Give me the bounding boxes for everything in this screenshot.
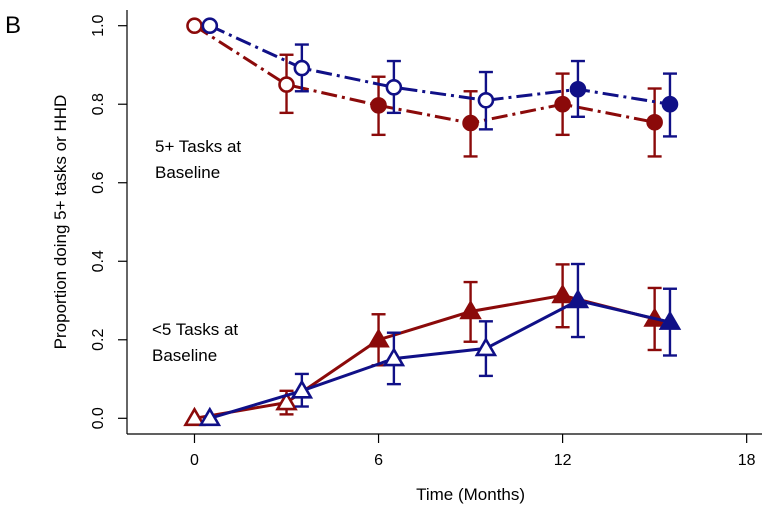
data-point — [459, 299, 482, 320]
data-point — [385, 79, 403, 96]
y-tick-label: 1.0 — [90, 14, 107, 36]
data-point — [278, 76, 295, 93]
data-point — [566, 288, 590, 309]
x-tick-label: 18 — [738, 452, 756, 469]
series-line — [193, 24, 655, 125]
data-point — [293, 59, 311, 77]
annotation-under5-line1: <5 Tasks at — [152, 320, 238, 339]
y-tick-label: 0.0 — [90, 407, 107, 429]
data-point — [569, 81, 587, 98]
data-point — [646, 113, 663, 131]
annotation-under5-tasks: <5 Tasks at Baseline — [152, 320, 238, 365]
data-point — [462, 114, 479, 132]
annotation-5plus-line1: 5+ Tasks at — [155, 137, 241, 156]
data-point — [551, 283, 574, 304]
axes: 0 6 12 18 0.0 0.2 0.4 0.6 0.8 1.0 — [90, 10, 762, 469]
annotation-under5-line2: Baseline — [152, 346, 217, 365]
series-line — [209, 298, 671, 420]
data-point — [477, 91, 495, 109]
data-point — [554, 95, 571, 113]
x-axis-title: Time (Months) — [416, 485, 525, 504]
data-point — [661, 95, 679, 113]
data-point — [382, 347, 406, 367]
x-tick-label: 12 — [554, 452, 572, 469]
data-point — [275, 391, 298, 411]
y-ticks: 0.0 0.2 0.4 0.6 0.8 1.0 — [90, 14, 127, 429]
panel-label: B — [5, 12, 21, 39]
series-2 — [183, 263, 666, 427]
y-axis-title: Proportion doing 5+ tasks or HHD — [51, 95, 70, 350]
y-tick-label: 0.2 — [90, 329, 107, 351]
series-1 — [201, 17, 679, 138]
annotation-5plus-tasks: 5+ Tasks at Baseline — [155, 137, 241, 182]
series-line — [209, 24, 671, 106]
data-point — [290, 379, 314, 399]
data-point — [658, 310, 682, 330]
x-tick-label: 6 — [374, 452, 383, 469]
y-tick-label: 0.6 — [90, 172, 107, 194]
series-0 — [186, 17, 663, 158]
series-line — [194, 293, 656, 420]
plot-series — [183, 17, 682, 427]
data-point — [183, 406, 206, 427]
data-point — [186, 17, 203, 35]
x-tick-label: 0 — [190, 452, 199, 469]
data-point — [370, 97, 387, 114]
data-point — [474, 336, 498, 357]
series-3 — [198, 262, 682, 427]
x-ticks: 0 6 12 18 — [190, 434, 756, 469]
y-tick-label: 0.4 — [90, 250, 107, 272]
data-point — [367, 328, 390, 348]
data-point — [201, 17, 219, 35]
y-tick-label: 0.8 — [90, 93, 107, 115]
data-point — [198, 406, 222, 427]
annotation-5plus-line2: Baseline — [155, 163, 220, 182]
